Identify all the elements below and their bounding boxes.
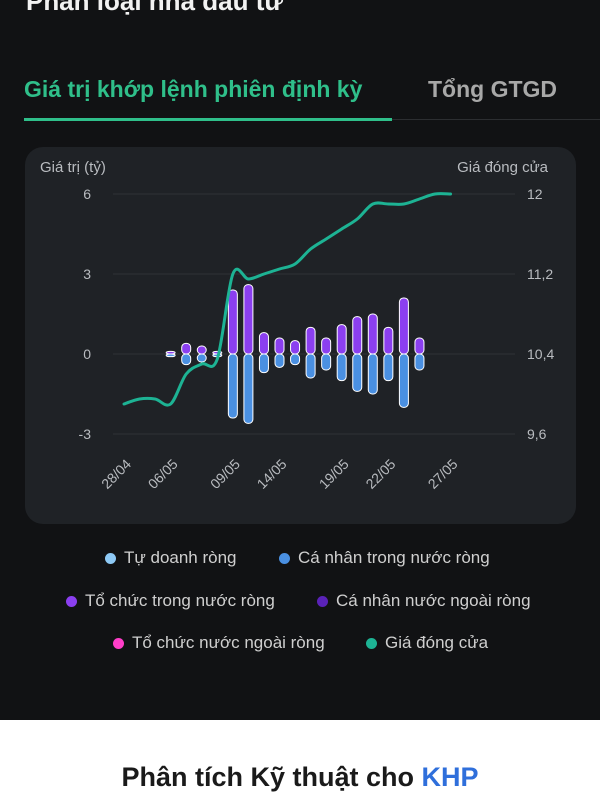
x-tick-label: 22/05	[362, 456, 398, 492]
bar-ca-nhan-trong-nuoc	[243, 353, 254, 424]
bar-to-chuc-trong-nuoc	[258, 332, 269, 355]
technical-analysis-title-text: Phân tích Kỹ thuật cho	[121, 762, 422, 792]
legend-dot	[279, 552, 290, 564]
x-tick-label: 19/05	[316, 456, 352, 492]
legend-item-ca-nhan-trong-nuoc[interactable]: Cá nhân trong nước ròng	[279, 548, 490, 568]
legend-item-to-chuc-trong-nuoc[interactable]: Tổ chức trong nước ròng	[66, 591, 275, 611]
bar-ca-nhan-trong-nuoc	[367, 353, 378, 395]
tab-divider	[392, 119, 600, 120]
legend-item-tu-doanh[interactable]: Tự doanh ròng	[105, 548, 237, 568]
bar-to-chuc-trong-nuoc	[367, 313, 378, 355]
legend-label: Tổ chức trong nước ròng	[85, 591, 275, 610]
section-title: Phân loại nhà đầu tư	[26, 0, 284, 16]
bar-to-chuc-trong-nuoc	[181, 342, 192, 355]
bar-to-chuc-trong-nuoc	[290, 340, 301, 355]
bar-to-chuc-trong-nuoc	[352, 316, 363, 355]
x-tick-label: 09/05	[207, 456, 243, 492]
legend-dot	[317, 595, 328, 607]
legend-label: Tổ chức nước ngoài ròng	[132, 633, 325, 652]
y-right-tick-label: 12	[527, 186, 543, 202]
bar-to-chuc-trong-nuoc	[305, 326, 316, 355]
tab-total-trading-value[interactable]: Tổng GTGD	[428, 76, 558, 102]
bar-ca-nhan-trong-nuoc	[290, 353, 301, 366]
legend-dot	[366, 637, 377, 649]
bar-to-chuc-trong-nuoc	[274, 337, 285, 355]
bar-to-chuc-trong-nuoc	[243, 284, 254, 355]
bar-ca-nhan-trong-nuoc	[196, 353, 207, 363]
legend-item-ca-nhan-nuoc-ngoai[interactable]: Cá nhân nước ngoài ròng	[317, 591, 531, 611]
bar-to-chuc-trong-nuoc	[336, 324, 347, 355]
x-tick-label: 06/05	[145, 456, 181, 492]
bar-ca-nhan-trong-nuoc	[227, 353, 238, 419]
bar-ca-nhan-trong-nuoc	[274, 353, 285, 368]
bar-ca-nhan-trong-nuoc	[258, 353, 269, 374]
legend-label: Giá đóng cửa	[385, 633, 489, 652]
active-tab-indicator	[24, 118, 392, 121]
tab-bar: Giá trị khớp lệnh phiên định kỳ Tổng GTG…	[0, 68, 600, 122]
technical-analysis-panel: Phân tích Kỹ thuật cho KHP	[0, 720, 600, 800]
y-right-tick-label: 9,6	[527, 426, 547, 442]
bar-ca-nhan-trong-nuoc	[181, 353, 192, 366]
legend-label: Cá nhân nước ngoài ròng	[336, 591, 531, 610]
technical-analysis-title: Phân tích Kỹ thuật cho KHP	[0, 762, 600, 793]
x-tick-label: 28/04	[98, 456, 134, 492]
investor-chart: Giá trị (tỷ) Giá đóng cửa 6 3 0 -3 12 11,2 10,4 9…	[40, 159, 554, 492]
legend-item-gia-dong-cua[interactable]: Giá đóng cửa	[366, 633, 488, 653]
y-right-tick-label: 11,2	[527, 266, 553, 282]
ticker-symbol[interactable]: KHP	[421, 762, 479, 792]
y-left-tick-label: 3	[83, 266, 91, 282]
bar-to-chuc-trong-nuoc	[321, 337, 332, 355]
bar-ca-nhan-trong-nuoc	[352, 353, 363, 392]
y-left-tick-label: -3	[79, 426, 92, 442]
bar-to-chuc-trong-nuoc	[398, 297, 409, 355]
bar-ca-nhan-trong-nuoc	[321, 353, 332, 371]
bar-ca-nhan-trong-nuoc	[305, 353, 316, 379]
bar-to-chuc-trong-nuoc	[227, 289, 238, 355]
x-tick-label: 27/05	[425, 456, 461, 492]
y-right-tick-label: 10,4	[527, 346, 554, 362]
y-left-axis-title: Giá trị (tỷ)	[40, 159, 106, 176]
bar-to-chuc-trong-nuoc	[196, 345, 207, 355]
close-price-line	[122, 192, 453, 407]
y-left-tick-label: 6	[83, 186, 91, 202]
legend-dot	[105, 552, 116, 564]
bar-ca-nhan-trong-nuoc	[336, 353, 347, 382]
bar-ca-nhan-trong-nuoc	[383, 353, 394, 382]
bar-ca-nhan-trong-nuoc	[414, 353, 425, 371]
legend-item-to-chuc-nuoc-ngoai[interactable]: Tổ chức nước ngoài ròng	[113, 633, 325, 653]
bar-to-chuc-trong-nuoc	[414, 337, 425, 355]
legend-label: Tự doanh ròng	[124, 548, 237, 567]
legend-label: Cá nhân trong nước ròng	[298, 548, 490, 567]
x-tick-label: 14/05	[254, 456, 290, 492]
tab-periodic-matched-value[interactable]: Giá trị khớp lệnh phiên định kỳ	[24, 76, 363, 102]
investor-chart-card: Giá trị (tỷ) Giá đóng cửa 6 3 0 -3 12 11,2 10,4 9…	[25, 147, 576, 524]
legend-dot	[66, 595, 77, 607]
bar-ca-nhan-trong-nuoc	[165, 353, 176, 358]
y-right-axis-title: Giá đóng cửa	[457, 159, 549, 176]
bar-ca-nhan-trong-nuoc	[398, 353, 409, 408]
y-left-tick-label: 0	[83, 346, 91, 362]
legend-dot	[113, 637, 124, 649]
bar-to-chuc-trong-nuoc	[383, 326, 394, 355]
